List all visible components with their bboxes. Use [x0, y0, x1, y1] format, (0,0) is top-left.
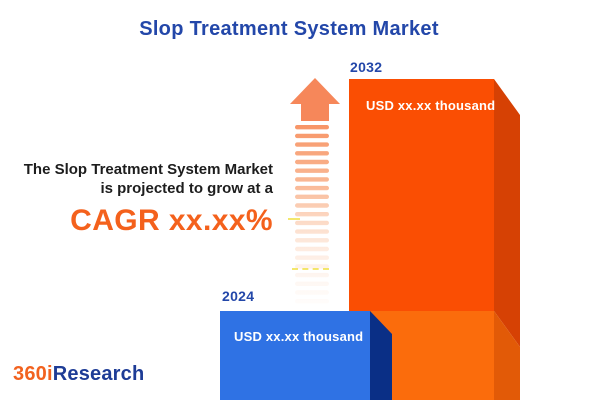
logo-part-orange: 360i [13, 363, 53, 385]
bar-2024-value-label: USD xx.xx thousand [234, 329, 364, 344]
bar-2032-value-label: USD xx.xx thousand [366, 98, 496, 113]
cagr-value: CAGR xx.xx% [70, 204, 273, 237]
sparkle-dash-line [288, 218, 300, 220]
page-title: Slop Treatment System Market [139, 18, 439, 40]
description-line-2: is projected to grow at a [100, 180, 273, 197]
bar-2032-year-label: 2032 [350, 59, 383, 75]
bar-2024-side-face [370, 311, 392, 400]
sparkle-dash-line [292, 268, 329, 270]
logo-360iresearch: 360iResearch [13, 363, 144, 386]
bar-2032-front-lower [349, 311, 494, 400]
bar-2024-front [220, 311, 370, 400]
arrow-head [290, 78, 340, 121]
growth-arrow-icon [290, 78, 340, 304]
bar-2032-front-upper [349, 79, 494, 311]
logo-part-blue: Research [52, 363, 145, 385]
description-block: The Slop Treatment System Market is proj… [0, 160, 273, 238]
bar-2024-year-label: 2024 [222, 288, 255, 304]
bar-2032-side-face [494, 79, 520, 400]
description-line-1: The Slop Treatment System Market [23, 161, 273, 178]
arrow-shaft-stripes [295, 125, 329, 304]
